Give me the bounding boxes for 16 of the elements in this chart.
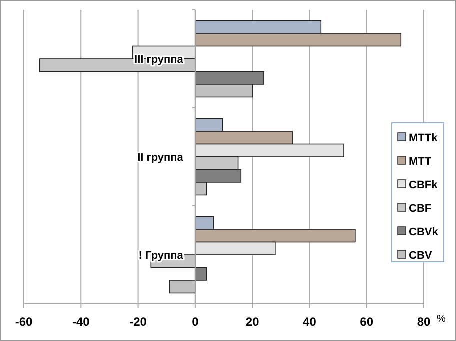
- x-tick-label: 80: [417, 315, 431, 329]
- x-tick-label: 60: [360, 315, 374, 329]
- x-tick-label: 20: [246, 315, 260, 329]
- legend-label: CBVk: [409, 226, 440, 238]
- legend-label: CBV: [409, 250, 433, 262]
- legend-label: CBFk: [409, 180, 439, 192]
- x-axis-title: %: [437, 314, 446, 325]
- x-tick-label: -20: [130, 315, 148, 329]
- x-tick-label: 40: [303, 315, 317, 329]
- x-tick-label: -60: [15, 315, 33, 329]
- x-tick-label: 0: [192, 315, 200, 329]
- legend-label: MTT: [409, 156, 432, 168]
- legend-label: CBF: [409, 203, 432, 215]
- x-tick-label: -40: [72, 315, 90, 329]
- y-tick-label: II группа: [138, 152, 184, 164]
- legend-label: MTTk: [409, 132, 439, 144]
